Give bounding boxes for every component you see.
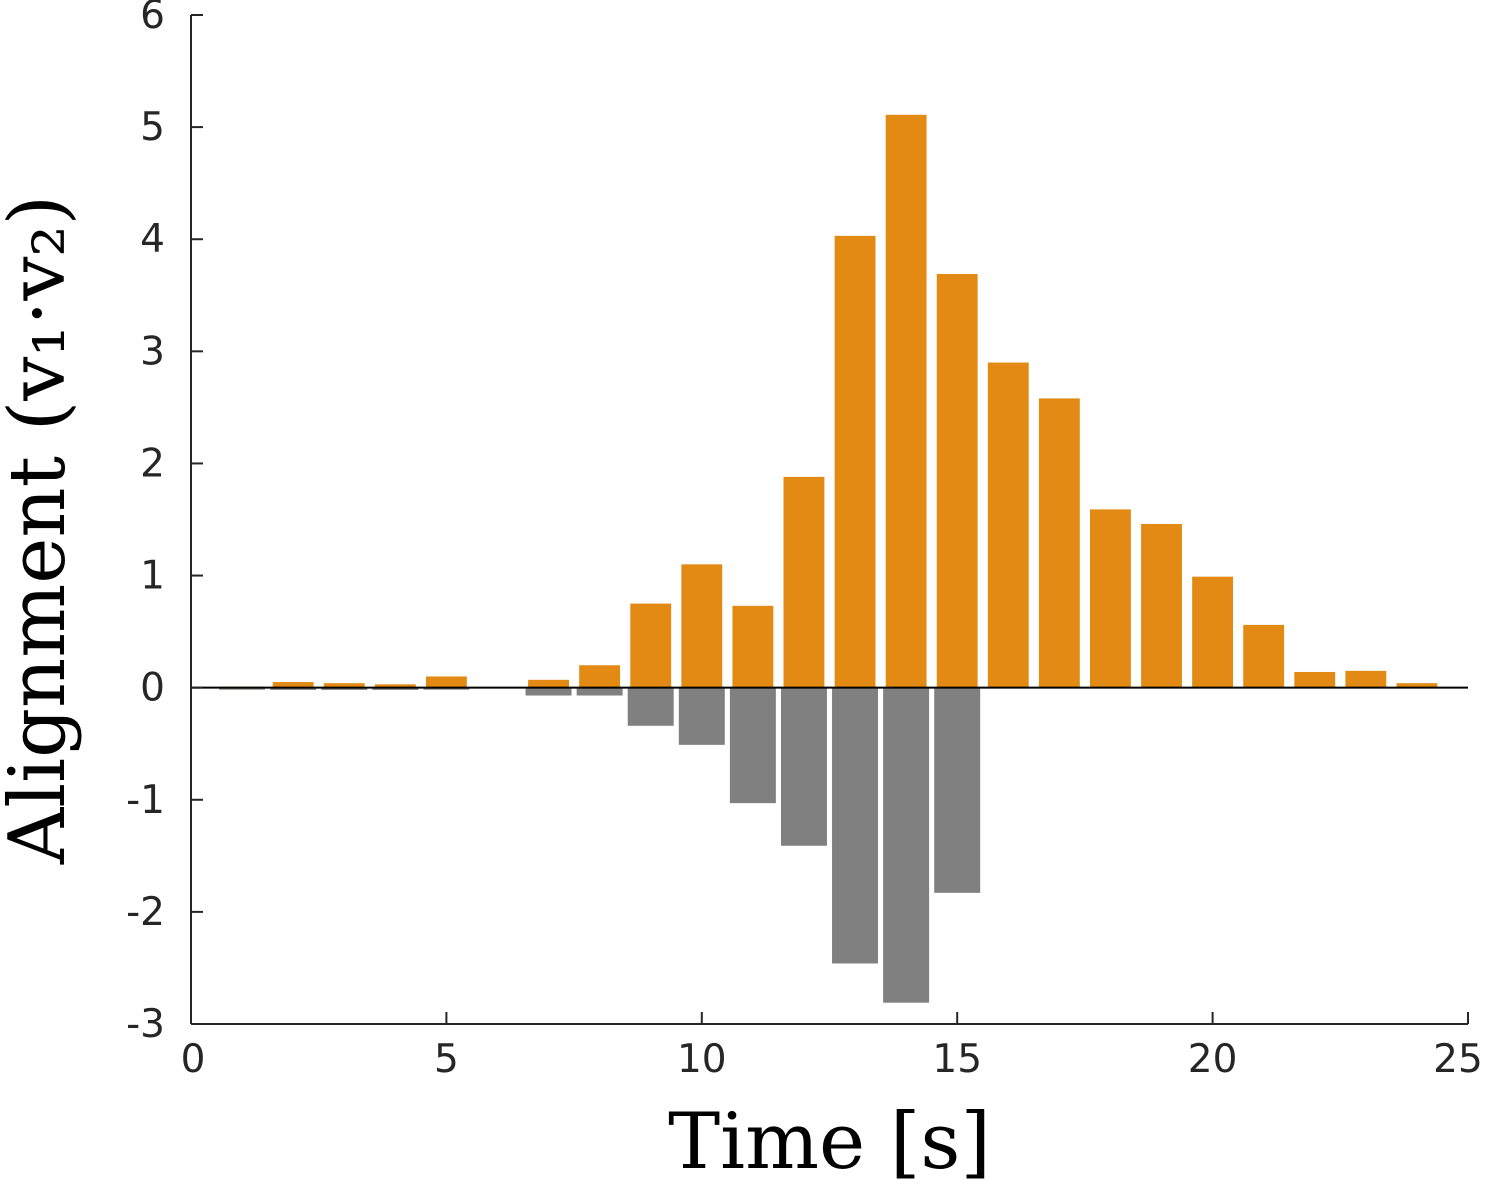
bar (1038, 398, 1080, 688)
bar (627, 687, 674, 726)
bar (936, 273, 978, 688)
bar (1090, 509, 1131, 688)
bar (630, 603, 672, 688)
bar (885, 114, 927, 688)
bar (425, 676, 467, 688)
x-axis-title: Time [s] (668, 1097, 991, 1186)
bar (374, 684, 416, 688)
bar (783, 476, 825, 688)
bar (270, 687, 317, 690)
bar (681, 564, 723, 688)
bar (883, 687, 930, 1003)
positive-bars-group (221, 114, 1438, 689)
y-tick-label: 4 (140, 217, 165, 262)
bar (834, 235, 876, 688)
x-tick-label: 25 (1433, 1037, 1483, 1082)
y-tick-label: -2 (126, 890, 165, 935)
y-tick-label: 2 (140, 441, 165, 486)
bar (1192, 576, 1234, 688)
negative-bars-group (219, 687, 981, 1003)
y-tick-label: 5 (140, 105, 165, 150)
bar (528, 679, 569, 688)
bar (579, 665, 621, 688)
axes (190, 15, 1468, 1025)
bar (1294, 671, 1336, 688)
bar (1141, 523, 1182, 688)
x-tick-label: 5 (434, 1037, 459, 1082)
bar (1396, 683, 1438, 688)
bar (780, 687, 827, 846)
bar (372, 687, 419, 690)
y-tick-label: 0 (140, 666, 165, 711)
x-tick-label: 10 (677, 1037, 727, 1082)
y-tick-label: -3 (126, 1002, 165, 1047)
y-tick-label: -1 (126, 778, 165, 823)
bar (272, 682, 314, 688)
bar (987, 362, 1029, 688)
x-tick-label: 0 (181, 1037, 206, 1082)
bar (678, 687, 725, 745)
bar (323, 683, 365, 688)
bar (832, 687, 879, 964)
y-tick-label: 1 (140, 554, 165, 599)
y-ticks: -3 -2 -1 0 1 2 3 4 5 6 (126, 0, 203, 1047)
x-tick-label: 15 (932, 1037, 982, 1082)
bar (1243, 624, 1285, 688)
bar (576, 687, 623, 696)
x-ticks: 0 5 10 15 20 25 (181, 1012, 1483, 1082)
bar (525, 687, 572, 696)
bar (934, 687, 981, 893)
x-tick-label: 20 (1188, 1037, 1238, 1082)
bar (321, 687, 368, 690)
y-tick-label: 3 (140, 329, 165, 374)
y-axis-title: Alignment (v₁·v₂) (0, 195, 83, 865)
bar (732, 605, 774, 688)
bar (729, 687, 776, 804)
bar (1345, 670, 1387, 688)
y-tick-label: 6 (140, 0, 165, 38)
